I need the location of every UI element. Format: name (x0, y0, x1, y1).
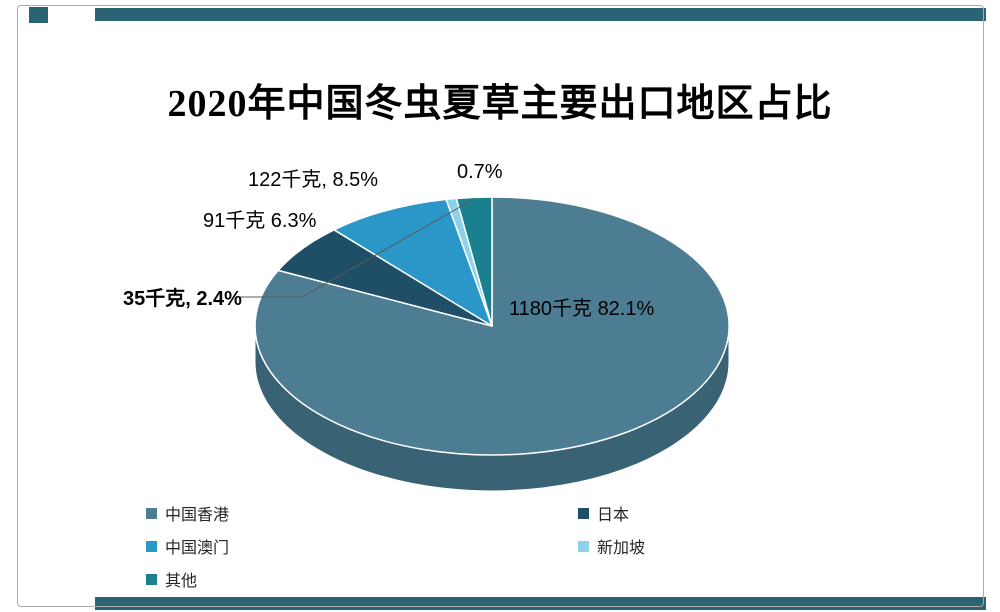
legend-label-singapore: 新加坡 (597, 540, 646, 557)
data-label-japan: 91千克 6.3% (203, 210, 317, 232)
legend-item-japan: 日本 (578, 501, 629, 525)
chart-title: 2020年中国冬虫夏草主要出口地区占比 (167, 83, 833, 125)
data-label-macau: 122千克, 8.5% (248, 169, 379, 191)
legend-label-hongkong: 中国香港 (165, 507, 230, 524)
legend-item-hongkong: 中国香港 (146, 501, 229, 525)
legend-label-other: 其他 (165, 573, 198, 590)
legend-item-other: 其他 (146, 567, 197, 591)
legend-swatch-hongkong (146, 507, 157, 519)
legend-item-singapore: 新加坡 (578, 534, 645, 558)
leader-line-other (238, 198, 475, 298)
legend-item-macau: 中国澳门 (146, 534, 229, 558)
legend-label-macau: 中国澳门 (165, 540, 230, 557)
data-label-hongkong: 1180千克 82.1% (509, 298, 655, 320)
top-banner-strip (95, 8, 986, 21)
legend-swatch-singapore (578, 540, 589, 552)
data-label-singapore: 0.7% (457, 161, 503, 183)
data-label-other: 35千克, 2.4% (123, 288, 242, 310)
top-banner-square (29, 7, 48, 23)
legend-swatch-macau (146, 540, 157, 552)
legend-swatch-japan (578, 507, 589, 519)
legend-swatch-other (146, 573, 157, 585)
legend-label-japan: 日本 (597, 507, 630, 524)
pie-slice-other (455, 196, 493, 327)
pie-slice-macau (333, 198, 493, 327)
